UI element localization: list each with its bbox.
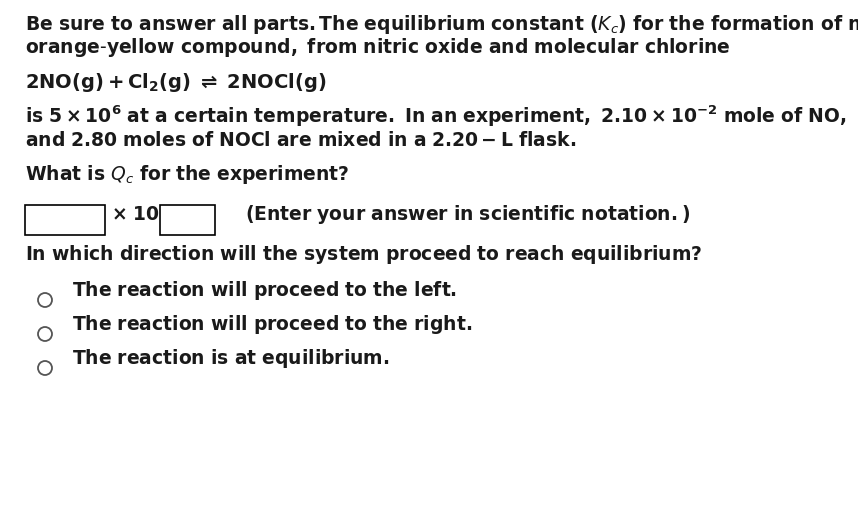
Text: $\mathbf{The\ reaction\ will\ proceed\ to\ the\ right.}$: $\mathbf{The\ reaction\ will\ proceed\ t… bbox=[72, 313, 472, 336]
Circle shape bbox=[38, 327, 52, 341]
Text: $\mathbf{The\ reaction\ is\ at\ equilibrium.}$: $\mathbf{The\ reaction\ is\ at\ equilibr… bbox=[72, 347, 390, 370]
Text: $\mathbf{and\ 2.80\ moles\ of\ NOCl\ are\ mixed\ in\ a\ 2.20-L\ flask.}$: $\mathbf{and\ 2.80\ moles\ of\ NOCl\ are… bbox=[25, 131, 577, 150]
Text: $\mathbf{What\ is\ \mathit{Q_c}\ for\ the\ experiment?}$: $\mathbf{What\ is\ \mathit{Q_c}\ for\ th… bbox=[25, 163, 349, 186]
Text: $\mathbf{orange\text{-}yellow\ compound,\ from\ nitric\ oxide\ and\ molecular\ c: $\mathbf{orange\text{-}yellow\ compound,… bbox=[25, 36, 731, 59]
Text: $\mathbf{is\ 5 \times 10^6\ at\ a\ certain\ temperature.\ In\ an\ experiment,\ 2: $\mathbf{is\ 5 \times 10^6\ at\ a\ certa… bbox=[25, 104, 858, 129]
Text: $\mathbf{\times\ 10}$: $\mathbf{\times\ 10}$ bbox=[111, 205, 160, 224]
Bar bbox=[160, 205, 215, 235]
Circle shape bbox=[38, 361, 52, 375]
Bar bbox=[25, 205, 105, 235]
Circle shape bbox=[38, 293, 52, 307]
Text: $\mathbf{The\ reaction\ will\ proceed\ to\ the\ left.}$: $\mathbf{The\ reaction\ will\ proceed\ t… bbox=[72, 279, 457, 302]
Text: $\mathbf{(Enter\ your\ answer\ in\ scientific\ notation.)}$: $\mathbf{(Enter\ your\ answer\ in\ scien… bbox=[245, 203, 690, 226]
Text: $\mathbf{In\ which\ direction\ will\ the\ system\ proceed\ to\ reach\ equilibriu: $\mathbf{In\ which\ direction\ will\ the… bbox=[25, 243, 703, 266]
Text: $\mathbf{Be\ sure\ to\ answer\ all\ parts.}$$\mathbf{The\ equilibrium\ constant\: $\mathbf{Be\ sure\ to\ answer\ all\ part… bbox=[25, 13, 858, 36]
Text: $\mathbf{2NO(g) + Cl_2(g)\ \rightleftharpoons\ 2NOCl(g)}$: $\mathbf{2NO(g) + Cl_2(g)\ \rightlefthar… bbox=[25, 71, 326, 94]
